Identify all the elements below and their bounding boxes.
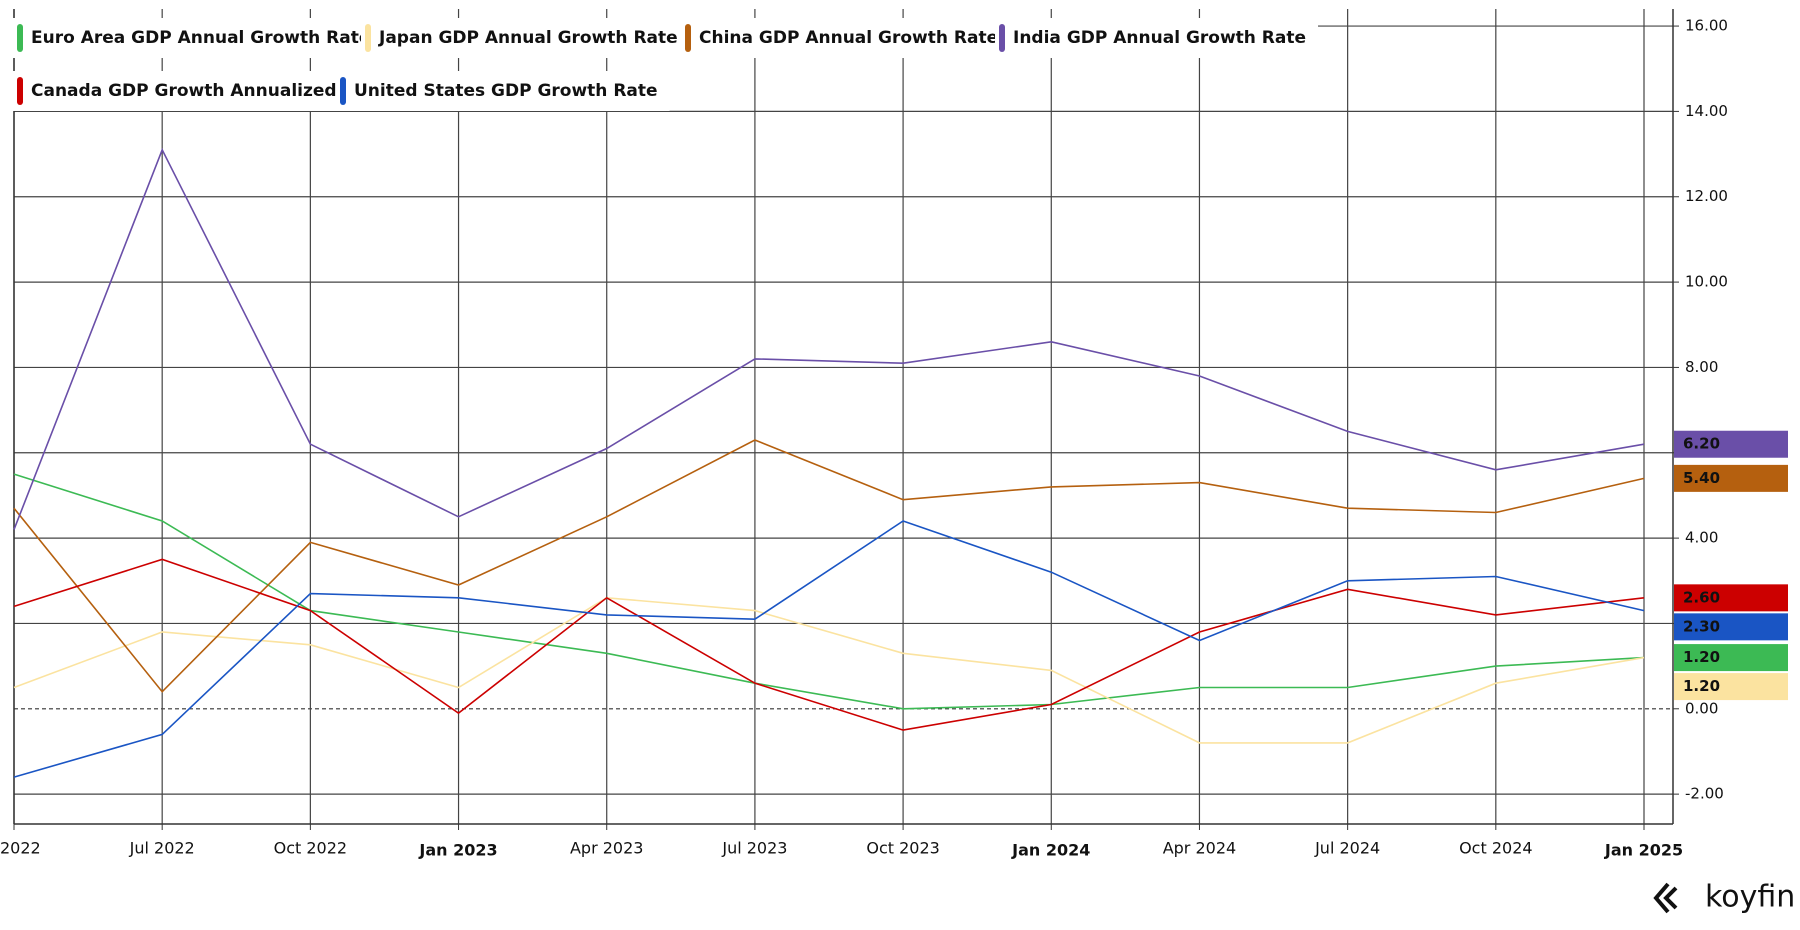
y-tick-label: 0.00 <box>1685 699 1718 717</box>
legend-swatch <box>17 24 23 52</box>
legend-bg <box>681 18 1011 58</box>
x-tick-label: Jan 2024 <box>1011 841 1090 860</box>
legend-label: China GDP Annual Growth Rate <box>699 28 998 48</box>
series-line <box>13 558 1645 731</box>
legend-bg <box>995 18 1319 58</box>
legend-item: Japan GDP Annual Growth Rate <box>361 18 691 58</box>
y-tick-label: 10.00 <box>1685 273 1728 291</box>
x-tick-label: Jul 2024 <box>1314 839 1380 858</box>
series-line <box>13 596 1645 744</box>
y-tick-label: 14.00 <box>1685 102 1728 120</box>
brand-logo: koyfin <box>1705 880 1795 915</box>
x-tick-label: Jan 2025 <box>1604 841 1683 860</box>
brand-icon <box>1653 882 1678 914</box>
last-value-label: 1.20 <box>1683 677 1720 695</box>
legend-swatch <box>685 24 691 52</box>
last-value-label: 5.40 <box>1683 469 1720 487</box>
x-tick-label: Oct 2023 <box>866 839 939 858</box>
last-value-label: 1.20 <box>1683 648 1720 666</box>
legend-bg <box>336 71 670 111</box>
last-value-badge <box>1674 673 1788 701</box>
legend-item: Euro Area GDP Annual Growth Rate <box>13 18 383 58</box>
x-tick-label: Oct 2022 <box>274 839 347 858</box>
x-tick-label: Jan 2023 <box>418 841 497 860</box>
last-value-label: 6.20 <box>1683 435 1720 453</box>
series-line <box>13 473 1645 710</box>
legend-label: India GDP Annual Growth Rate <box>1013 28 1306 48</box>
last-value-label: 2.60 <box>1683 588 1720 606</box>
legend-label: Canada GDP Growth Annualized <box>31 81 337 101</box>
legend-swatch <box>17 77 23 105</box>
x-tick-label: Jul 2023 <box>721 839 787 858</box>
last-value-badge <box>1674 464 1788 492</box>
last-value-badge <box>1674 430 1788 458</box>
last-value-badge <box>1674 613 1788 641</box>
last-value-badge <box>1674 644 1788 672</box>
x-tick-label: 2022 <box>0 839 41 858</box>
y-tick-label: 16.00 <box>1685 17 1728 35</box>
legend-bg <box>13 71 349 111</box>
legend-item: China GDP Annual Growth Rate <box>681 18 1011 58</box>
x-tick-label: Apr 2024 <box>1163 839 1236 858</box>
legend-item: United States GDP Growth Rate <box>336 71 670 111</box>
y-tick-label: 8.00 <box>1685 358 1718 376</box>
y-tick-label: 12.00 <box>1685 187 1728 205</box>
legend-label: Euro Area GDP Annual Growth Rate <box>31 28 370 48</box>
x-tick-label: Oct 2024 <box>1459 839 1532 858</box>
legend-item: India GDP Annual Growth Rate <box>995 18 1319 58</box>
y-tick-label: -2.00 <box>1685 785 1724 803</box>
legend-item: Canada GDP Growth Annualized <box>13 71 349 111</box>
series-line <box>13 520 1645 778</box>
legend-swatch <box>999 24 1005 52</box>
y-tick-label: 4.00 <box>1685 529 1718 547</box>
last-value-badge <box>1674 584 1788 612</box>
legend-bg <box>13 18 383 58</box>
last-value-label: 2.30 <box>1683 617 1720 635</box>
series-line <box>13 439 1645 693</box>
series-line <box>13 147 1645 530</box>
x-tick-label: Jul 2022 <box>129 839 195 858</box>
x-tick-label: Apr 2023 <box>570 839 643 858</box>
legend-swatch <box>365 24 371 52</box>
legend-bg <box>361 18 691 58</box>
legend-label: United States GDP Growth Rate <box>354 81 658 101</box>
legend-label: Japan GDP Annual Growth Rate <box>378 28 678 48</box>
legend-swatch <box>340 77 346 105</box>
